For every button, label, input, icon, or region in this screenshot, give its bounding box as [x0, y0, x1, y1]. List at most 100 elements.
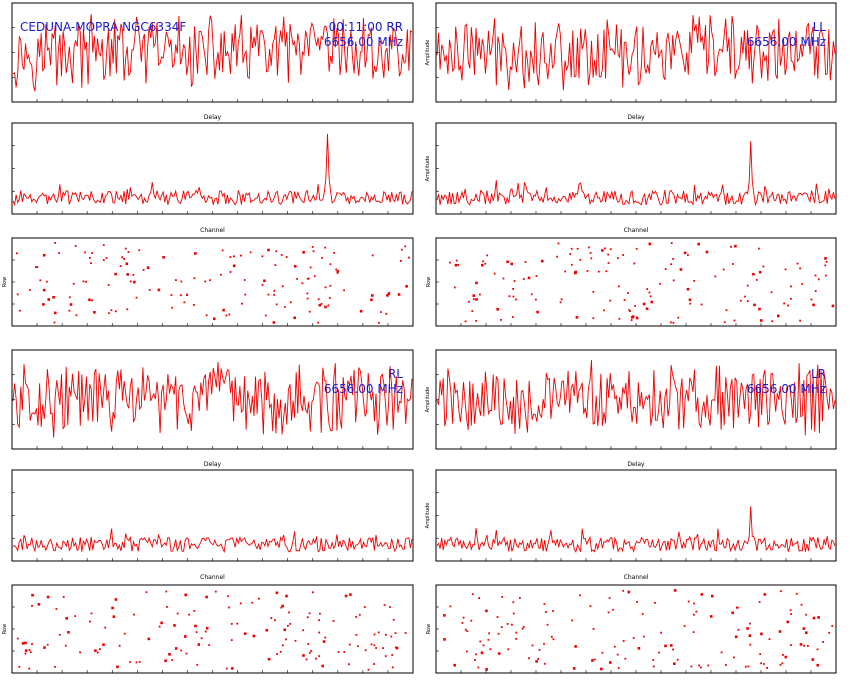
raster-rl-point: [332, 620, 335, 622]
raster-ll-point: [486, 254, 489, 257]
raster-rl-point: [243, 632, 247, 635]
row-axis-label: Row: [426, 624, 432, 634]
raster-ll-point: [760, 319, 763, 322]
raster-rr-point: [142, 269, 145, 271]
raster-ll-point: [817, 278, 820, 281]
raster-rr-point: [301, 282, 304, 285]
raster-ll-point: [679, 268, 683, 271]
raster-rl-point: [158, 625, 161, 628]
row-axis-label: Row: [2, 277, 8, 287]
raster-ll-point: [560, 298, 563, 301]
raster-ll-point: [697, 242, 700, 246]
raster-rr-point: [343, 289, 345, 292]
raster-rl-point: [364, 649, 367, 652]
raster-rl-point: [89, 620, 91, 623]
raster-rl-point: [197, 643, 201, 646]
raster-rl-point: [166, 606, 168, 608]
raster-lr-point: [673, 589, 677, 592]
raster-lr-point: [746, 627, 749, 630]
raster-ll-point: [574, 271, 577, 275]
raster-ll-point: [575, 316, 579, 319]
raster-lr-point: [506, 623, 509, 625]
raster-lr-point: [462, 616, 465, 619]
raster-ll-point: [752, 272, 755, 276]
raster-ll-point: [535, 298, 537, 301]
delay-trace-rr: [12, 14, 413, 92]
raster-ll-point: [646, 288, 649, 290]
raster-lr-point: [608, 597, 611, 599]
raster-rr-point: [228, 313, 231, 316]
raster-rl-point: [18, 665, 21, 668]
raster-rl-point: [308, 612, 311, 615]
raster-lr-point: [616, 653, 619, 656]
channel-amplitude-label: Amplitude: [425, 503, 431, 529]
raster-rr-point: [232, 264, 236, 268]
raster-ll-point: [496, 308, 499, 311]
raster-ll-point: [725, 309, 728, 312]
raster-ll-point: [777, 314, 780, 318]
raster-rr-point: [272, 321, 276, 324]
raster-rr-point: [45, 280, 48, 283]
raster-ll-point: [762, 265, 765, 268]
raster-rr-point: [302, 251, 305, 254]
raster-rl-point: [287, 624, 289, 627]
raster-rr-point: [69, 303, 73, 306]
raster-rl-point: [392, 618, 395, 621]
raster-rr-point: [371, 254, 374, 257]
raster-ll-point: [683, 251, 687, 255]
source-label: CEDUNA-MOPRA NGC6334F: [20, 20, 186, 34]
raster-rr-point: [283, 306, 286, 308]
raster-rl-point: [195, 631, 198, 633]
raster-ll-point: [590, 257, 593, 260]
raster-rr-point: [229, 256, 232, 258]
raster-lr-point: [622, 589, 625, 592]
raster-lr-point: [531, 644, 534, 647]
raster-rr-point: [261, 284, 264, 286]
raster-ll-point: [664, 268, 667, 270]
raster-rl-point: [31, 605, 33, 607]
raster-ll-point: [642, 302, 646, 306]
raster-rl-point: [280, 606, 283, 609]
raster-rl-point: [133, 613, 135, 616]
raster-rl-point: [116, 665, 119, 669]
raster-rl-point: [279, 650, 282, 653]
raster-ll-point: [541, 259, 544, 263]
raster-ll-point: [527, 276, 531, 280]
raster-rl-point: [358, 613, 361, 616]
raster-rl-point: [373, 663, 375, 665]
raster-ll-point: [618, 285, 620, 288]
raster-lr-point: [692, 631, 695, 633]
raster-rl-point: [147, 637, 151, 641]
raster-lr-point: [760, 662, 762, 665]
raster-lr-point: [749, 622, 751, 625]
row-axis-label: Row: [426, 277, 432, 287]
raster-rr-point: [324, 246, 327, 249]
raster-rr-point: [275, 303, 278, 306]
raster-lr-point: [622, 640, 625, 642]
channel-axis-label: Channel: [200, 574, 225, 581]
raster-ll-point: [758, 307, 761, 311]
raster-lr-point: [695, 610, 698, 613]
raster-lr-point: [816, 663, 819, 667]
raster-lr-point: [641, 613, 644, 615]
raster-rl-point: [225, 667, 228, 670]
raster-rr-point: [289, 301, 292, 304]
raster-ll-point: [513, 280, 516, 282]
raster-ll-point: [796, 262, 799, 265]
channel-trace-rr: [12, 133, 413, 207]
raster-rr-point: [146, 266, 150, 269]
raster-rl-point: [16, 637, 19, 640]
raster-rl-point: [114, 598, 118, 601]
raster-rl-point: [176, 612, 179, 615]
raster-rr-point: [329, 284, 332, 287]
raster-ll-point: [672, 258, 675, 260]
raster-rl-point: [236, 622, 239, 625]
delay-plot-ll: [435, 2, 837, 103]
raster-lr-point: [782, 654, 784, 656]
raster-rl-point: [267, 657, 271, 661]
raster-lr-point: [480, 651, 484, 655]
raster-lr-point: [744, 665, 747, 668]
raster-rr-point: [36, 266, 39, 268]
raster-lr-point: [627, 590, 631, 594]
raster-rr-point: [309, 266, 312, 269]
